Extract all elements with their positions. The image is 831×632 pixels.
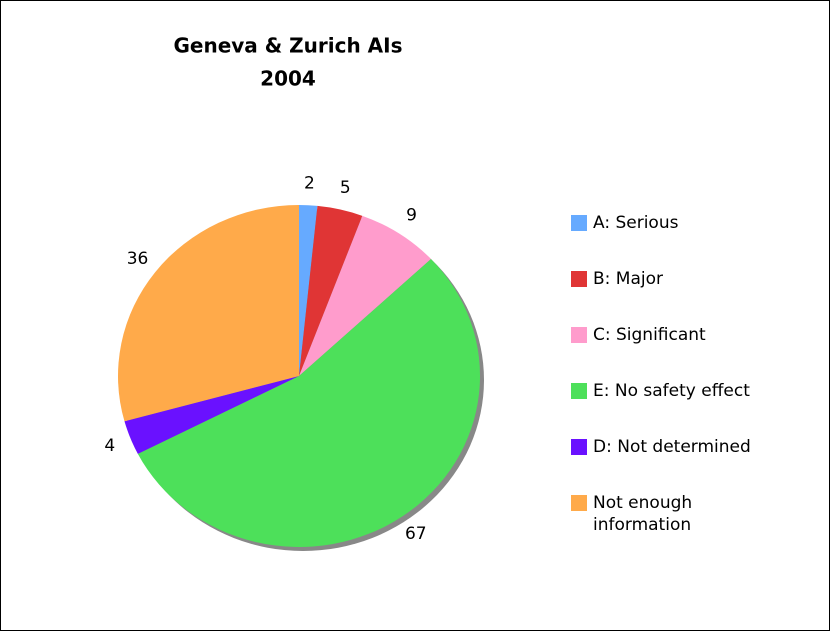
legend-swatch xyxy=(571,495,587,511)
legend-label: B: Major xyxy=(593,269,663,289)
pie-slice xyxy=(137,259,480,547)
legend-item: E: No safety effect xyxy=(571,380,803,402)
data-label: 5 xyxy=(340,178,351,198)
legend-label: D: Not determined xyxy=(593,437,751,457)
legend-item: C: Significant xyxy=(571,324,803,346)
legend-item: A: Serious xyxy=(571,212,803,234)
data-label: 4 xyxy=(104,436,115,456)
legend-swatch xyxy=(571,327,587,343)
legend-item: B: Major xyxy=(571,268,803,290)
legend-label: Not enough information xyxy=(593,493,693,535)
legend-label: E: No safety effect xyxy=(593,381,750,401)
pie-slice xyxy=(299,205,318,376)
pie-slice xyxy=(299,205,363,376)
data-label: 2 xyxy=(304,173,315,193)
chart-title: Geneva & Zurich AIs xyxy=(173,34,402,58)
legend-swatch xyxy=(571,383,587,399)
pie-slice xyxy=(124,376,299,454)
chart-subtitle: 2004 xyxy=(260,67,316,91)
pie-slice xyxy=(117,205,299,422)
legend-label: A: Serious xyxy=(593,213,679,233)
legend-item: Not enough information xyxy=(571,492,723,536)
pie-slice xyxy=(299,215,432,376)
legend-swatch xyxy=(571,439,587,455)
legend-label: C: Significant xyxy=(593,325,706,345)
legend-item: D: Not determined xyxy=(571,436,803,458)
data-label: 67 xyxy=(405,524,427,544)
data-label: 9 xyxy=(406,205,417,225)
data-label: 36 xyxy=(127,249,149,269)
legend-swatch xyxy=(571,271,587,287)
legend-swatch xyxy=(571,215,587,231)
